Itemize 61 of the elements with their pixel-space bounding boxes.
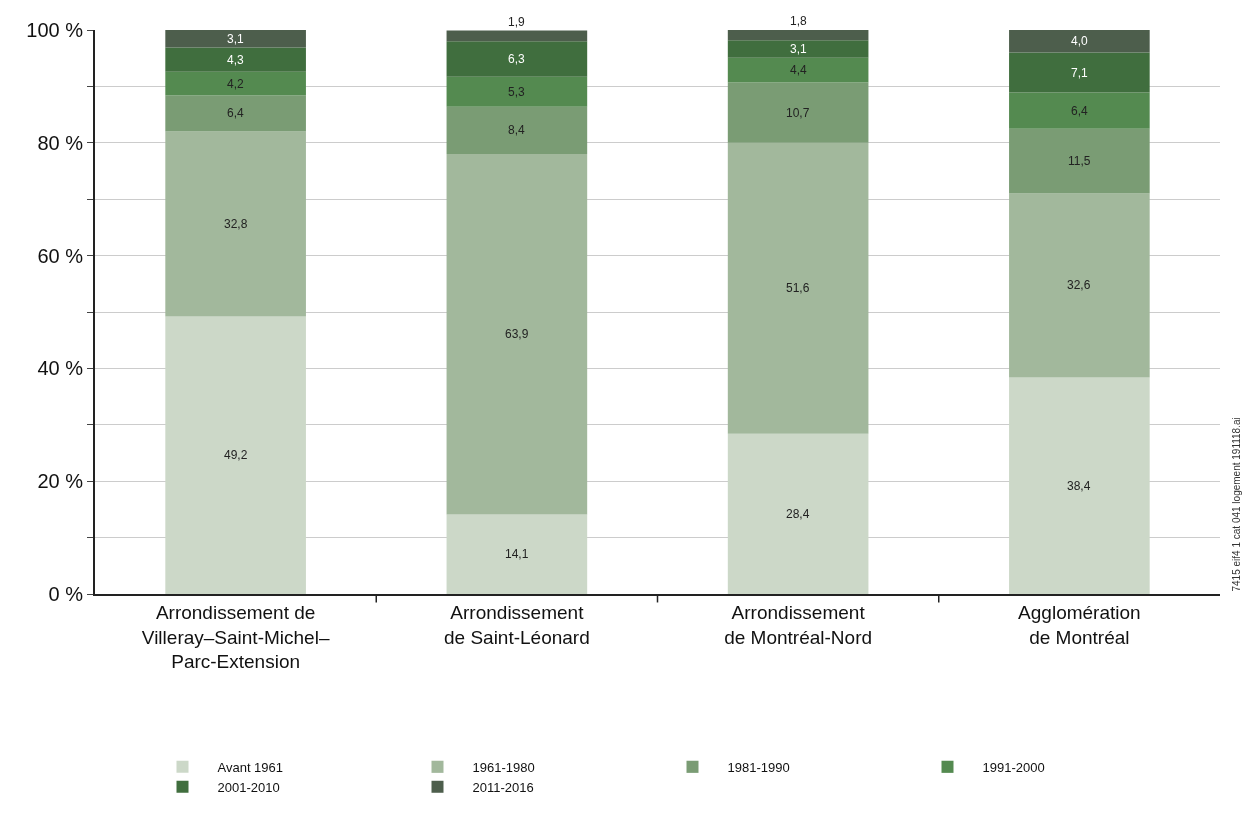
bar — [727, 30, 869, 41]
data-label: 11,5 — [1068, 154, 1091, 168]
y-tick-label: 20 % — [37, 470, 84, 493]
data-label: 38,4 — [1067, 479, 1091, 493]
x-tick-label: Agglomération de Montréal — [1018, 601, 1141, 648]
bar — [165, 95, 306, 132]
legend-label: 2001-2010 — [217, 779, 280, 795]
data-label: 6,4 — [1071, 104, 1089, 118]
data-label: 8,4 — [508, 123, 526, 137]
data-label: 32,6 — [1067, 278, 1091, 292]
data-label: 10,7 — [786, 106, 810, 120]
data-label: 3,1 — [790, 42, 808, 56]
y-tick-label: 100 % — [26, 19, 84, 41]
y-tick-label: 0 % — [48, 583, 84, 605]
data-label: 49,2 — [224, 448, 248, 462]
data-label: 5,3 — [508, 85, 526, 99]
bar — [727, 57, 869, 83]
data-label: 63,9 — [505, 327, 529, 341]
bar — [727, 40, 869, 58]
legend-label: Avant 1961 — [217, 759, 284, 775]
legend-label: 1991-2000 — [982, 759, 1045, 775]
data-label: 3,1 — [227, 32, 245, 46]
data-label: 6,3 — [508, 52, 526, 66]
data-label: 6,4 — [227, 106, 245, 120]
data-label: 51,6 — [786, 281, 810, 295]
data-label: 14,1 — [505, 547, 529, 561]
bar — [446, 76, 588, 107]
bar — [1009, 193, 1150, 378]
data-label: 4,2 — [227, 77, 245, 91]
bar — [165, 131, 306, 317]
bar — [1009, 92, 1150, 129]
data-label: 4,3 — [227, 53, 245, 67]
y-tick-label: 60 % — [37, 244, 84, 267]
y-tick-label: 40 % — [37, 357, 84, 380]
text: 7415 eif4 1 cat 041 logement 191118.ai — [1230, 417, 1242, 592]
bar — [727, 82, 869, 143]
data-label: 4,4 — [790, 63, 808, 77]
legend-label: 2011-2016 — [472, 779, 534, 795]
bar — [1009, 128, 1150, 194]
data-label: 28,4 — [786, 507, 810, 521]
bar — [1009, 52, 1150, 93]
bar — [446, 106, 588, 155]
bar — [727, 142, 869, 434]
legend-label: 1961-1980 — [472, 759, 535, 775]
data-label: 7,1 — [1071, 66, 1089, 80]
data-label: 32,8 — [224, 217, 248, 231]
data-label: 1,9 — [508, 15, 526, 29]
x-tick-label: Arrondissement de Montréal-Nord — [724, 601, 873, 648]
bar — [165, 30, 306, 48]
bar — [1009, 30, 1150, 53]
bar — [446, 30, 588, 42]
x-tick-label: Arrondissement de Saint-Léonard — [443, 601, 590, 648]
data-label: 4,0 — [1071, 34, 1089, 48]
data-label: 1,8 — [790, 14, 808, 28]
legend-label: 1981-1990 — [727, 759, 790, 775]
x-tick-label: Arrondissement de Villeray–Saint-Michel– Parc-Extension — [141, 601, 330, 673]
bar — [446, 154, 588, 515]
bar — [165, 47, 306, 72]
bar — [165, 71, 306, 96]
bar — [446, 41, 588, 77]
y-tick-label: 80 % — [37, 131, 84, 154]
